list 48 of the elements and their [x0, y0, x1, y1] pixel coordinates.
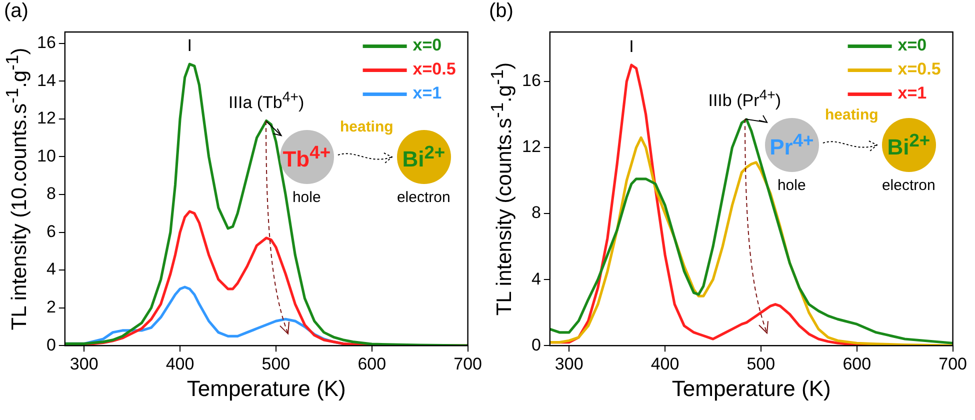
x-tick-label: 300	[70, 354, 98, 374]
y-tick-label: 12	[36, 108, 56, 128]
annotation: electron	[396, 189, 450, 206]
annotation: I	[629, 37, 634, 57]
y-tick-label: 8	[46, 184, 56, 204]
x-tick-label: 400	[650, 354, 680, 374]
legend-label: x=0	[412, 36, 442, 55]
x-tick-label: 300	[554, 354, 584, 374]
annotation: heating	[824, 106, 878, 124]
legend-label: x=0	[898, 36, 927, 55]
text: (b)	[489, 0, 514, 23]
annotation: hole	[292, 189, 321, 206]
x-tick-label: 600	[358, 354, 386, 374]
y-tick-label: 16	[522, 71, 541, 90]
annotation: IIIa (Tb$^{4+}$)	[228, 89, 304, 113]
y-tick-label: 8	[531, 203, 541, 222]
y-tick-label: 4	[531, 269, 541, 288]
y-tick-label: 2	[46, 298, 56, 317]
y-tick-label: 6	[46, 222, 56, 241]
text: (a)	[4, 0, 28, 23]
legend-label: x=1	[412, 84, 442, 103]
annotation: IIIb (Pr$^{4+}$)	[708, 88, 782, 112]
annotation: electron	[882, 176, 936, 194]
legend-label: x=0.5	[412, 60, 456, 79]
x-axis-title: Temperature (K)	[186, 376, 346, 402]
annotation: I	[187, 36, 192, 56]
annotation: hole	[777, 176, 806, 194]
y-tick-label: 14	[36, 70, 56, 90]
y-tick-label: 12	[522, 137, 541, 156]
y-tick-label: 4	[46, 260, 56, 279]
x-tick-label: 700	[454, 354, 482, 374]
annotation: Pr$^{4+}$	[770, 129, 814, 161]
x-tick-label: 500	[746, 354, 776, 374]
annotation: Tb$^{4+}$	[282, 142, 331, 174]
x-tick-label: 700	[938, 354, 968, 374]
x-axis-title: Temperature (K)	[672, 376, 831, 402]
x-tick-label: 500	[262, 354, 290, 374]
annotation: Bi$^{2+}$	[887, 129, 930, 161]
y-tick-label: 10	[36, 146, 56, 166]
x-tick-label: 400	[166, 354, 194, 374]
annotation: heating	[340, 118, 394, 136]
legend-label: x=0.5	[898, 60, 941, 79]
x-tick-label: 600	[842, 354, 872, 374]
annotation: Bi$^{2+}$	[402, 142, 446, 174]
legend-label: x=1	[898, 84, 927, 103]
y-tick-label: 0	[46, 335, 56, 354]
y-tick-label: 16	[36, 33, 56, 52]
y-tick-label: 0	[531, 335, 541, 354]
